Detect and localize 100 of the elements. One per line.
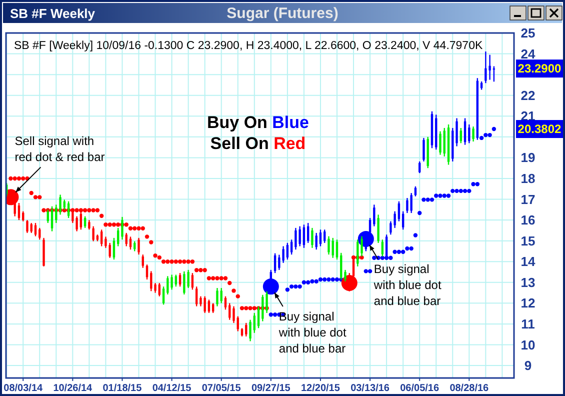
candlestick xyxy=(76,216,78,232)
annotation: Buy signal with blue dot and blue bar xyxy=(278,310,347,356)
point xyxy=(364,269,368,274)
candlestick xyxy=(174,274,178,288)
candlestick xyxy=(92,226,94,242)
point xyxy=(400,250,406,254)
candlestick xyxy=(253,312,256,334)
candlestick xyxy=(311,227,314,248)
point xyxy=(454,188,459,194)
point xyxy=(396,250,402,254)
candlestick xyxy=(166,276,169,296)
candlestick xyxy=(249,319,252,342)
annotation: Buy On Blue xyxy=(206,113,310,132)
candlestick xyxy=(84,216,86,229)
candlestick xyxy=(377,214,380,244)
point xyxy=(294,284,298,289)
data-label: 20.3802 xyxy=(518,122,562,136)
point xyxy=(418,210,422,216)
chart-title: Sugar (Futures) xyxy=(226,5,338,22)
candlestick xyxy=(150,270,152,292)
candlestick xyxy=(30,222,32,234)
candlestick xyxy=(468,124,470,144)
point xyxy=(446,194,451,198)
candlestick xyxy=(236,316,239,332)
candlestick xyxy=(373,204,376,227)
point xyxy=(434,194,438,198)
candlestick xyxy=(315,232,318,250)
candlestick xyxy=(142,254,144,268)
point xyxy=(488,132,492,138)
point xyxy=(484,132,488,138)
candlestick xyxy=(108,242,111,258)
x-tick-label: 08/28/16 xyxy=(450,383,490,394)
candlestick xyxy=(488,54,491,80)
candlestick xyxy=(138,237,140,256)
candlestick xyxy=(298,226,301,247)
x-tick-label: 03/13/16 xyxy=(350,383,390,394)
candlestick xyxy=(195,286,198,307)
point xyxy=(330,277,335,282)
point xyxy=(322,277,327,282)
point xyxy=(467,188,472,194)
candlestick xyxy=(328,236,330,256)
candlestick xyxy=(245,322,248,338)
point xyxy=(380,256,385,260)
point xyxy=(426,198,430,202)
y-tick-label: 9 xyxy=(524,358,532,374)
point xyxy=(289,284,294,289)
candlestick xyxy=(154,282,156,294)
candlestick xyxy=(456,118,458,147)
point xyxy=(492,126,496,132)
candlestick xyxy=(216,287,218,307)
candlestick xyxy=(26,219,28,234)
candlestick xyxy=(232,306,235,324)
y-tick-label: 17 xyxy=(520,192,536,207)
point xyxy=(392,250,397,254)
candlestick xyxy=(274,252,276,274)
candlestick xyxy=(18,202,20,221)
candlestick xyxy=(406,197,408,214)
candlestick xyxy=(394,210,396,229)
point xyxy=(438,194,442,198)
candlestick xyxy=(472,126,474,142)
point xyxy=(471,182,476,186)
text: 23.2900 xyxy=(518,62,562,76)
point xyxy=(458,188,463,194)
point xyxy=(479,136,484,140)
annotation: Buy signal with blue dot and blue bar xyxy=(372,262,442,308)
candlestick xyxy=(162,286,165,306)
y-tick-label: 24 xyxy=(520,46,536,62)
candlestick xyxy=(439,130,442,156)
candlestick xyxy=(340,252,342,280)
point xyxy=(318,277,323,282)
candlestick xyxy=(112,237,116,260)
candlestick xyxy=(344,269,346,282)
x-tick-label: 10/26/14 xyxy=(53,383,93,394)
y-tick-label: 14 xyxy=(520,254,536,270)
point xyxy=(268,312,274,317)
candlestick xyxy=(286,242,289,260)
y-tick-label: 25 xyxy=(520,26,536,41)
x-tick-label: 04/12/15 xyxy=(152,383,192,394)
x-tick-label: 07/05/15 xyxy=(202,383,242,394)
candlestick xyxy=(306,222,310,244)
candlestick xyxy=(402,210,404,230)
candlestick xyxy=(324,229,326,244)
point xyxy=(302,280,306,284)
point xyxy=(442,194,446,198)
x-tick-label: 06/05/16 xyxy=(400,383,440,394)
text: SB #F Weekly xyxy=(10,6,96,21)
point xyxy=(405,246,410,251)
y-tick-label: 21 xyxy=(520,108,536,124)
candlestick xyxy=(319,229,322,247)
candlestick xyxy=(302,224,306,248)
y-tick-label: 13 xyxy=(520,274,536,290)
candlestick xyxy=(336,238,338,260)
point xyxy=(409,246,414,251)
point xyxy=(413,233,418,238)
candlestick xyxy=(460,127,462,144)
candlestick xyxy=(410,192,412,214)
candlestick xyxy=(204,296,206,314)
candlestick xyxy=(34,222,37,237)
point xyxy=(306,280,310,284)
candlestick xyxy=(220,287,222,304)
